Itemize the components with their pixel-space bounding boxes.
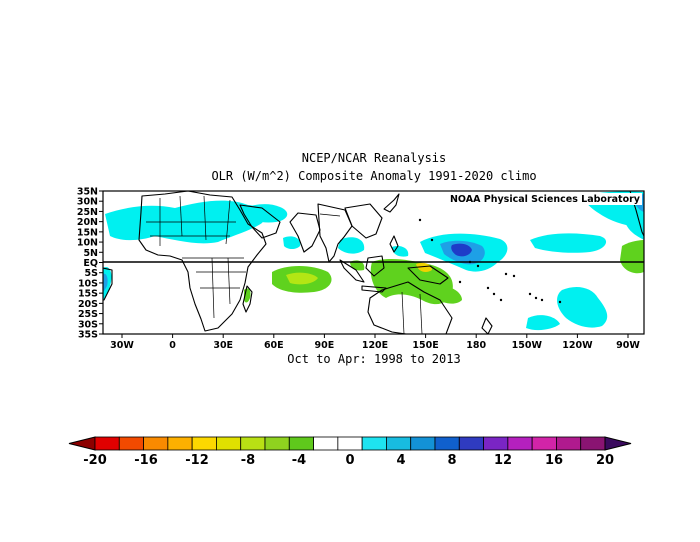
colorbar-segment bbox=[167, 436, 193, 451]
colorbar-arrow-right bbox=[604, 436, 632, 451]
lon-tick-label: 30W bbox=[110, 340, 134, 351]
coastline-arabia bbox=[239, 204, 281, 239]
anomaly-positive-southeast-pacific bbox=[557, 286, 608, 328]
anomaly-positive-central-pacific-max bbox=[451, 243, 472, 257]
lat-tick-label: 5S bbox=[85, 268, 99, 279]
longitude-labels: 30W 0 30E 60E 90E 120E 150E 180 150W 120W 90W bbox=[110, 334, 640, 351]
colorbar-arrow-left bbox=[68, 436, 96, 451]
colorbar-segment bbox=[94, 436, 120, 451]
country-borders bbox=[146, 195, 423, 334]
anomaly-negative-new-guinea-core bbox=[416, 262, 432, 272]
colorbar-label: -16 bbox=[134, 453, 158, 468]
colorbar-segment bbox=[118, 436, 144, 451]
anomaly-positive-arabian-sea bbox=[283, 236, 301, 249]
lat-tick-label: 30N bbox=[77, 197, 98, 208]
colorbar-label: -8 bbox=[241, 453, 255, 468]
colorbar bbox=[68, 436, 632, 451]
anomaly-negative-indian-ocean-core bbox=[286, 272, 318, 285]
lat-tick-label: 10S bbox=[78, 278, 98, 289]
lat-tick-label: 5N bbox=[83, 248, 98, 259]
pacific-islands bbox=[418, 218, 562, 304]
lon-tick-label: 90E bbox=[315, 340, 335, 351]
lat-tick-label: 15S bbox=[78, 289, 98, 300]
lat-tick-label: 35N bbox=[77, 187, 98, 198]
lat-tick-label: EQ bbox=[83, 258, 98, 269]
anomaly-negative-central-america bbox=[620, 240, 644, 274]
coastline-australia bbox=[367, 281, 453, 334]
lat-tick-label: 30S bbox=[78, 319, 98, 330]
colorbar-label: 20 bbox=[596, 453, 614, 468]
colorbar-label: 16 bbox=[545, 453, 563, 468]
colorbar-label: -4 bbox=[292, 453, 306, 468]
lon-tick-label: 180 bbox=[466, 340, 486, 351]
anomaly-positive-brazil-core bbox=[103, 273, 108, 292]
lon-tick-label: 150E bbox=[412, 340, 438, 351]
chart-title-source: NCEP/NCAR Reanalysis bbox=[301, 151, 447, 165]
coastline-new-zealand bbox=[481, 317, 493, 334]
lat-tick-label: 10N bbox=[77, 238, 98, 249]
coastline-java bbox=[361, 285, 387, 293]
lat-tick-label: 25S bbox=[78, 309, 98, 320]
colorbar-label: -12 bbox=[185, 453, 209, 468]
colorbar-segment bbox=[507, 436, 533, 451]
colorbar-label: 4 bbox=[396, 453, 405, 468]
coastline-africa bbox=[138, 191, 267, 332]
coastline-japan bbox=[383, 193, 400, 213]
colorbar-label: 12 bbox=[494, 453, 512, 468]
lon-tick-label: 90W bbox=[616, 340, 640, 351]
lat-tick-label: 20N bbox=[77, 217, 98, 228]
coastline-brazil bbox=[103, 267, 113, 301]
lon-tick-label: 150W bbox=[512, 340, 543, 351]
credit-box bbox=[458, 193, 642, 205]
colorbar-segment bbox=[216, 436, 242, 451]
coastline-philippines bbox=[389, 235, 399, 253]
colorbar-segment bbox=[483, 436, 509, 451]
colorbar-segment bbox=[556, 436, 582, 451]
colorbar-segment bbox=[264, 436, 290, 451]
anomaly-positive-south-pacific bbox=[526, 315, 560, 331]
colorbar-segment bbox=[434, 436, 460, 451]
lon-tick-label: 30E bbox=[213, 340, 233, 351]
colorbar-labels: -20 -16 -12 -8 -4 0 4 8 12 16 20 bbox=[83, 453, 614, 468]
coastline-new-guinea bbox=[407, 265, 449, 285]
colorbar-segment bbox=[361, 436, 387, 451]
colorbar-segment bbox=[240, 436, 266, 451]
lat-tick-label: 25N bbox=[77, 207, 98, 218]
colorbar-segment bbox=[580, 436, 606, 451]
lat-tick-label: 15N bbox=[77, 227, 98, 238]
anomaly-positive-eastern-pacific bbox=[530, 233, 607, 253]
colorbar-label: -20 bbox=[83, 453, 107, 468]
colorbar-label: 8 bbox=[447, 453, 456, 468]
colorbar-segment bbox=[531, 436, 557, 451]
lat-tick-label: 20S bbox=[78, 299, 98, 310]
colorbar-segment bbox=[458, 436, 484, 451]
colorbar-segment bbox=[191, 436, 217, 451]
colorbar-segment bbox=[337, 436, 363, 451]
colorbar-segment bbox=[143, 436, 169, 451]
colorbar-label: 0 bbox=[345, 453, 354, 468]
colorbar-segment bbox=[288, 436, 314, 451]
coastline-china bbox=[344, 203, 383, 239]
chart-period-label: Oct to Apr: 1998 to 2013 bbox=[287, 352, 461, 366]
chart-title: OLR (W/m^2) Composite Anomaly 1991-2020 … bbox=[211, 169, 537, 183]
lat-tick-label: 35S bbox=[78, 330, 98, 341]
colorbar-segment bbox=[410, 436, 436, 451]
lon-tick-label: 120E bbox=[362, 340, 388, 351]
coastline-sumatra bbox=[339, 259, 365, 283]
lon-tick-label: 60E bbox=[264, 340, 284, 351]
coastline-india bbox=[289, 212, 321, 253]
anomaly-positive-south-china-sea bbox=[338, 237, 365, 254]
colorbar-segment bbox=[386, 436, 412, 451]
lon-tick-label: 120W bbox=[562, 340, 593, 351]
coastline-borneo bbox=[365, 255, 385, 277]
coastline-madagascar bbox=[242, 285, 253, 313]
latitude-labels: 35N30N25N20N15N10N5NEQ5S10S15S20S25S30S3… bbox=[77, 187, 103, 341]
colorbar-segment bbox=[313, 436, 339, 451]
credit-label: NOAA Physical Sciences Laboratory bbox=[450, 194, 641, 205]
lon-tick-label: 0 bbox=[169, 340, 176, 351]
